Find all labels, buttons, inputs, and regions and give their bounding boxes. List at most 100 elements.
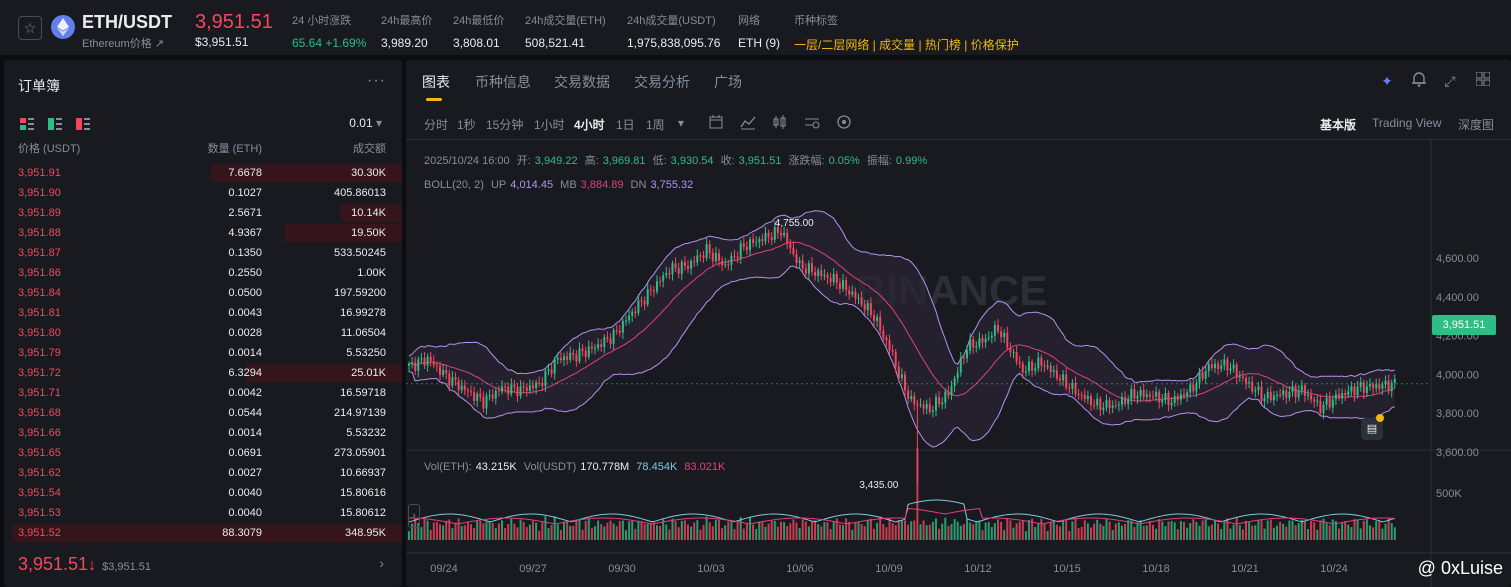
volume-bar: [541, 522, 544, 540]
x-tick-label: 09/27: [519, 563, 547, 575]
ask-price: 3,951.80: [18, 327, 61, 339]
candle-body: [538, 382, 541, 384]
layout-asks-icon[interactable]: [76, 118, 90, 130]
favorite-star-icon[interactable]: ☆: [18, 16, 42, 40]
view-mode-0[interactable]: 基本版: [1320, 118, 1357, 132]
volume-bar: [643, 524, 646, 540]
ask-row[interactable]: 3,951.65 0.0691 273.05901: [4, 443, 402, 463]
expand-icon[interactable]: ⤢: [1444, 73, 1456, 89]
ask-row[interactable]: 3,951.66 0.0014 5.53232: [4, 423, 402, 443]
view-mode-1[interactable]: Trading View: [1372, 116, 1442, 130]
down-arrow-icon: ↓: [88, 557, 97, 574]
indicator-icon[interactable]: [740, 114, 756, 130]
view-mode-2[interactable]: 深度图: [1458, 118, 1495, 132]
layout-both-icon[interactable]: [20, 118, 34, 130]
volume-bar: [1145, 525, 1148, 540]
interval-5[interactable]: 1日: [616, 118, 635, 132]
coin-name-link[interactable]: Ethereum价格 ↗: [82, 38, 164, 50]
ask-row[interactable]: 3,951.62 0.0027 10.66937: [4, 463, 402, 483]
chevron-right-icon[interactable]: ›: [379, 555, 384, 571]
stat-label: 24h成交量(USDT): [627, 15, 716, 27]
bell-icon[interactable]: [1410, 72, 1428, 90]
volume-bar: [535, 522, 538, 540]
volume-bar: [1319, 520, 1322, 540]
candle-settings-icon[interactable]: [708, 114, 724, 130]
ask-row[interactable]: 3,951.88 4.9367 19.50K: [4, 223, 402, 243]
volume-bar: [1372, 527, 1375, 540]
ask-row[interactable]: 3,951.71 0.0042 16.59718: [4, 383, 402, 403]
volume-bar: [1217, 523, 1220, 540]
candle-body: [838, 283, 841, 289]
candle-body: [724, 264, 727, 266]
ask-row[interactable]: 3,951.52 88.3079 348.95K: [4, 523, 402, 543]
precision-select[interactable]: 0.01 ▾: [349, 116, 382, 130]
stat-1: 24h最高价 3,989.20: [381, 12, 432, 50]
grid-icon[interactable]: [1474, 71, 1492, 90]
candle-body: [1130, 388, 1133, 400]
more-options-icon[interactable]: ···: [367, 72, 386, 89]
candle-body: [711, 252, 714, 262]
volume-bar: [1155, 528, 1158, 540]
ask-row[interactable]: 3,951.86 0.2550 1.00K: [4, 263, 402, 283]
volume-bar: [439, 524, 441, 540]
candle-body: [1310, 394, 1313, 400]
compare-icon[interactable]: [804, 114, 820, 130]
x-tick-label: 10/24: [1320, 563, 1348, 575]
tab-1[interactable]: 币种信息: [475, 74, 531, 90]
ask-row[interactable]: 3,951.80 0.0028 11.06504: [4, 323, 402, 343]
order-book-toggle-icon[interactable]: ▤: [1361, 418, 1383, 440]
stat-value[interactable]: 一层/二层网络 | 成交量 | 热门榜 | 价格保护: [794, 38, 1019, 52]
interval-0[interactable]: 分时: [424, 118, 449, 132]
chart-panel: 图表 币种信息 交易数据 交易分析 广场 ✦ ⤢ 分时 1秒 15分钟 1小时 4小时 1日 1周 …: [406, 60, 1511, 587]
candle-body: [463, 385, 466, 391]
volume-bar: [1142, 525, 1145, 540]
volume-bar: [677, 527, 680, 540]
ask-row[interactable]: 3,951.84 0.0500 197.59200: [4, 283, 402, 303]
candle-body: [680, 261, 683, 274]
ask-row[interactable]: 3,951.68 0.0544 214.97139: [4, 403, 402, 423]
sparkle-icon[interactable]: ✦: [1381, 73, 1393, 89]
ask-row[interactable]: 3,951.72 6.3294 25.01K: [4, 363, 402, 383]
interval-2[interactable]: 15分钟: [486, 118, 524, 132]
collapse-chevron-icon[interactable]: ›: [408, 504, 420, 528]
interval-4[interactable]: 4小时: [574, 118, 605, 132]
interval-more-caret-icon[interactable]: ▾: [678, 116, 685, 130]
candle-body: [662, 275, 665, 282]
candle-body: [426, 356, 429, 366]
interval-3[interactable]: 1小时: [534, 118, 565, 132]
tab-0[interactable]: 图表: [422, 74, 450, 90]
interval-1[interactable]: 1秒: [457, 118, 476, 132]
interval-6[interactable]: 1周: [646, 118, 665, 132]
ask-total: 16.99278: [340, 307, 386, 319]
ask-row[interactable]: 3,951.81 0.0043 16.99278: [4, 303, 402, 323]
candle-body: [1003, 332, 1006, 337]
ask-row[interactable]: 3,951.90 0.1027 405.86013: [4, 183, 402, 203]
ask-row[interactable]: 3,951.87 0.1350 533.50245: [4, 243, 402, 263]
tab-2[interactable]: 交易数据: [554, 74, 610, 90]
volume-bar: [1136, 522, 1139, 540]
tab-3[interactable]: 交易分析: [634, 74, 690, 90]
boll-middle-line: [408, 241, 1395, 402]
ask-row[interactable]: 3,951.79 0.0014 5.53250: [4, 343, 402, 363]
candle-body: [603, 337, 606, 347]
candle-body: [1108, 400, 1111, 409]
candle-body: [1300, 385, 1303, 391]
stat-6[interactable]: 币种标签 一层/二层网络 | 成交量 | 热门榜 | 价格保护: [794, 12, 1019, 53]
volume-bar: [1210, 524, 1213, 540]
settings-icon[interactable]: [836, 114, 852, 130]
ask-row[interactable]: 3,951.53 0.0040 15.80612: [4, 503, 402, 523]
candle-body: [618, 330, 621, 333]
volume-bar: [1204, 519, 1207, 540]
layout-bids-icon[interactable]: [48, 118, 62, 130]
pair-name[interactable]: ETH/USDT: [82, 12, 172, 32]
candlestick-chart[interactable]: BINANCE4,600.004,400.004,200.004,000.003…: [406, 140, 1511, 587]
ask-row[interactable]: 3,951.54 0.0040 15.80616: [4, 483, 402, 503]
tab-4[interactable]: 广场: [714, 74, 742, 90]
bar-style-icon[interactable]: [772, 114, 788, 130]
current-price-tag: 3,951.51: [1432, 315, 1496, 335]
candle-body: [829, 277, 832, 283]
volume-bar: [659, 525, 662, 540]
ask-row[interactable]: 3,951.91 7.6678 30.30K: [4, 163, 402, 183]
ask-row[interactable]: 3,951.89 2.5671 10.14K: [4, 203, 402, 223]
volume-bar: [1282, 523, 1285, 540]
